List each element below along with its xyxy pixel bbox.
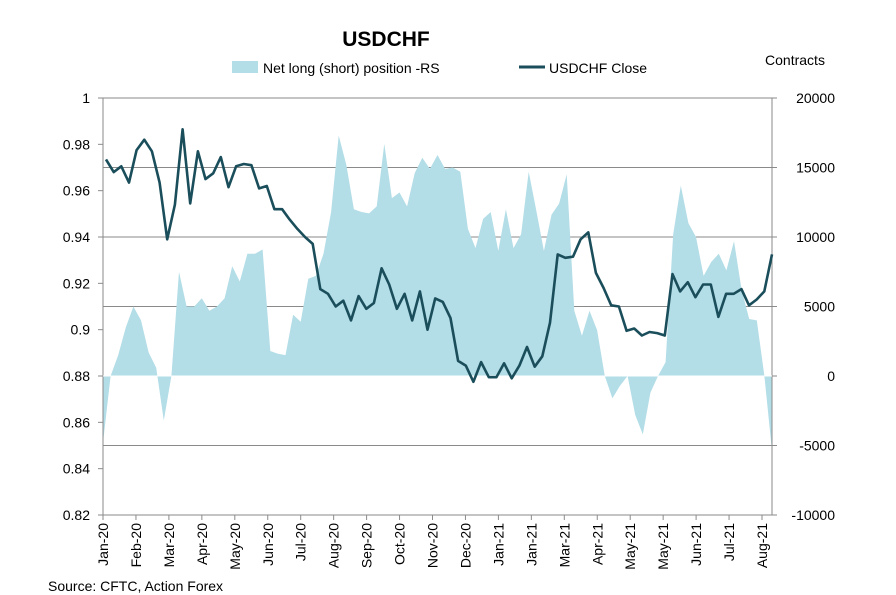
net-position-area xyxy=(103,135,772,452)
right-tick-label: 0 xyxy=(827,368,835,384)
right-tick-label: 5000 xyxy=(804,299,835,315)
left-tick-label: 0.94 xyxy=(63,229,90,245)
x-tick-label: Feb-20 xyxy=(128,523,144,568)
right-tick-label: 15000 xyxy=(796,160,835,176)
x-tick-label: Sep-20 xyxy=(359,523,375,568)
right-tick-label: -10000 xyxy=(791,507,835,523)
left-tick-label: 1 xyxy=(82,90,90,106)
left-tick-label: 0.82 xyxy=(63,507,90,523)
x-tick-label: Jun-21 xyxy=(688,523,704,566)
left-tick-label: 0.9 xyxy=(71,322,91,338)
legend-label-close: USDCHF Close xyxy=(549,60,647,76)
right-axis-title: Contracts xyxy=(765,52,825,68)
x-tick-label: Aug-20 xyxy=(326,523,342,568)
x-tick-label: Jan-21 xyxy=(523,523,539,566)
left-axis-ticks: 0.82 0.84 0.86 0.88 0.9 0.92 0.94 0.96 0.98 1 xyxy=(63,90,103,523)
x-tick-label: May-21 xyxy=(655,523,671,570)
usdchf-close-line xyxy=(104,128,774,384)
left-tick-label: 0.84 xyxy=(63,461,90,477)
x-tick-label: Jul-20 xyxy=(293,523,309,561)
x-tick-label: May-20 xyxy=(227,523,243,570)
left-tick-label: 0.92 xyxy=(63,275,90,291)
x-tick-label: Oct-20 xyxy=(392,523,408,565)
right-axis-ticks: -10000 -5000 0 5000 10000 15000 20000 xyxy=(772,90,835,523)
x-tick-label: Mar-21 xyxy=(556,523,572,568)
legend-swatch-area xyxy=(232,61,258,73)
x-tick-label: Jan-20 xyxy=(95,523,111,566)
left-tick-label: 0.96 xyxy=(63,183,90,199)
right-tick-label: 20000 xyxy=(796,90,835,106)
source-note: Source: CFTC, Action Forex xyxy=(48,578,223,594)
x-tick-label: Jul-21 xyxy=(721,523,737,561)
right-tick-label: 10000 xyxy=(796,229,835,245)
right-tick-label: -5000 xyxy=(799,438,835,454)
legend-label-position: Net long (short) position -RS xyxy=(263,60,440,76)
chart-title: USDCHF xyxy=(342,28,430,51)
x-tick-label: Apr-21 xyxy=(589,523,605,565)
x-tick-label: May-21 xyxy=(622,523,638,570)
x-tick-label: Nov-20 xyxy=(425,523,441,568)
x-tick-label: Mar-20 xyxy=(161,523,177,568)
x-tick-label: Jan-21 xyxy=(490,523,506,566)
x-tick-label: Jun-20 xyxy=(260,523,276,566)
left-tick-label: 0.88 xyxy=(63,368,90,384)
left-tick-label: 0.98 xyxy=(63,136,90,152)
x-tick-label: Aug-21 xyxy=(754,523,770,568)
x-tick-label: Dec-20 xyxy=(457,523,473,568)
x-tick-label: Apr-20 xyxy=(194,523,210,565)
x-axis-labels: Jan-20 Feb-20 Mar-20 Apr-20 May-20 Jun-20 Jul-… xyxy=(95,515,770,570)
left-tick-label: 0.86 xyxy=(63,414,90,430)
